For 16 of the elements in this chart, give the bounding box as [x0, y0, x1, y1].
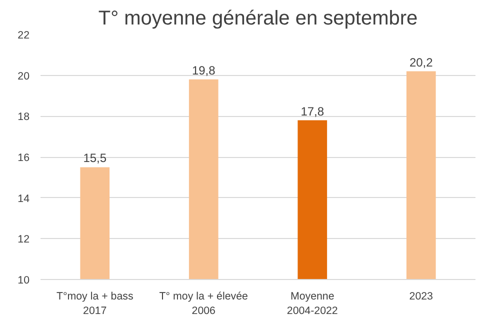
y-tick-label: 20	[18, 70, 30, 82]
y-tick-label: 14	[18, 192, 30, 205]
chart-title: T° moyenne générale en septembre	[98, 8, 418, 30]
data-label: 17,8	[300, 104, 324, 118]
x-tick-label: T°moy la + bass 2017	[56, 290, 134, 317]
data-label: 19,8	[192, 63, 216, 78]
y-tick-label: 18	[18, 111, 30, 124]
y-tick-label: 22	[18, 30, 30, 42]
data-label: 20,2	[409, 55, 434, 70]
y-tick-label: 10	[18, 274, 30, 286]
x-tick-label: Moyenne 2004-2022	[286, 290, 338, 317]
y-tick-label: 16	[18, 152, 30, 164]
data-label: 15,5	[83, 151, 107, 166]
x-tick-label: T° moy la + élevée 2006	[159, 290, 248, 317]
x-tick-label: 2023	[409, 290, 434, 302]
y-tick-label: 12	[18, 234, 30, 246]
